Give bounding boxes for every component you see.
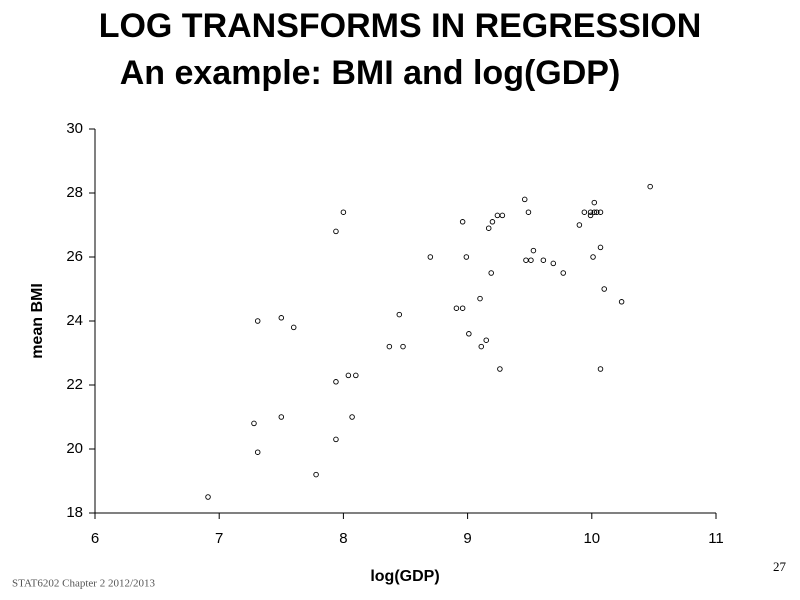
data-point — [254, 318, 261, 324]
slide-title: LOG TRANSFORMS IN REGRESSION — [99, 7, 702, 45]
data-point — [340, 209, 347, 215]
page-number: 27 — [773, 559, 787, 574]
x-tick-label: 7 — [215, 530, 223, 547]
data-point — [497, 366, 503, 372]
data-point — [466, 331, 472, 337]
slide-subtitle: An example: BMI and log(GDP) — [120, 54, 621, 92]
data-point — [333, 228, 339, 235]
data-point — [540, 257, 547, 263]
data-point — [528, 257, 534, 263]
y-axis-label: mean BMI — [29, 283, 46, 359]
data-point — [521, 196, 528, 203]
data-point — [477, 295, 483, 302]
data-point — [597, 366, 604, 372]
data-point — [333, 379, 339, 385]
data-point — [647, 183, 653, 190]
x-axis-label: log(GDP) — [370, 568, 439, 585]
data-point — [333, 436, 339, 443]
data-point — [591, 199, 598, 206]
data-point — [523, 257, 529, 263]
data-point — [205, 494, 211, 500]
data-point — [353, 372, 359, 379]
data-point — [494, 212, 501, 219]
data-point — [386, 343, 393, 350]
data-point — [581, 209, 588, 215]
data-point — [597, 209, 604, 215]
data-point — [349, 414, 355, 420]
data-point — [251, 420, 257, 427]
x-tick-label: 11 — [708, 530, 724, 547]
data-point — [483, 337, 489, 343]
data-point — [345, 372, 352, 379]
data-point — [290, 324, 297, 331]
data-point — [550, 260, 557, 267]
data-point — [254, 449, 261, 455]
data-point — [463, 254, 470, 260]
data-point — [489, 219, 496, 225]
y-tick-label: 28 — [66, 184, 83, 201]
data-point — [485, 225, 492, 231]
y-tick-label: 18 — [66, 504, 83, 521]
x-tick-label: 8 — [339, 530, 347, 547]
data-point — [488, 270, 494, 276]
data-point — [590, 254, 596, 260]
data-point — [313, 471, 319, 478]
data-point — [453, 305, 460, 311]
data-point — [499, 212, 506, 219]
data-point — [601, 286, 607, 292]
y-tick-label: 30 — [66, 120, 83, 137]
data-point — [400, 343, 406, 350]
y-tick-label: 22 — [66, 376, 83, 393]
y-tick-label: 24 — [66, 312, 83, 329]
data-point — [427, 254, 434, 260]
data-point — [478, 343, 485, 350]
data-point — [278, 315, 285, 321]
x-tick-label: 9 — [463, 530, 471, 547]
data-point — [594, 209, 600, 215]
x-tick-label: 10 — [583, 530, 600, 547]
data-point — [591, 209, 598, 215]
data-point — [459, 305, 466, 311]
data-point — [618, 299, 625, 305]
data-point — [525, 209, 532, 215]
data-point — [576, 222, 583, 228]
data-point — [278, 414, 285, 420]
footer: STAT6202 Chapter 2 2012/2013 — [12, 578, 156, 590]
data-point — [597, 244, 604, 251]
data-point — [459, 219, 466, 225]
data-point — [587, 209, 594, 215]
y-tick-label: 26 — [66, 248, 83, 265]
x-tick-label: 6 — [91, 530, 99, 547]
data-point — [560, 270, 566, 276]
data-point — [587, 212, 594, 219]
data-point — [530, 247, 537, 254]
y-tick-label: 20 — [66, 440, 83, 457]
data-point — [396, 311, 403, 318]
